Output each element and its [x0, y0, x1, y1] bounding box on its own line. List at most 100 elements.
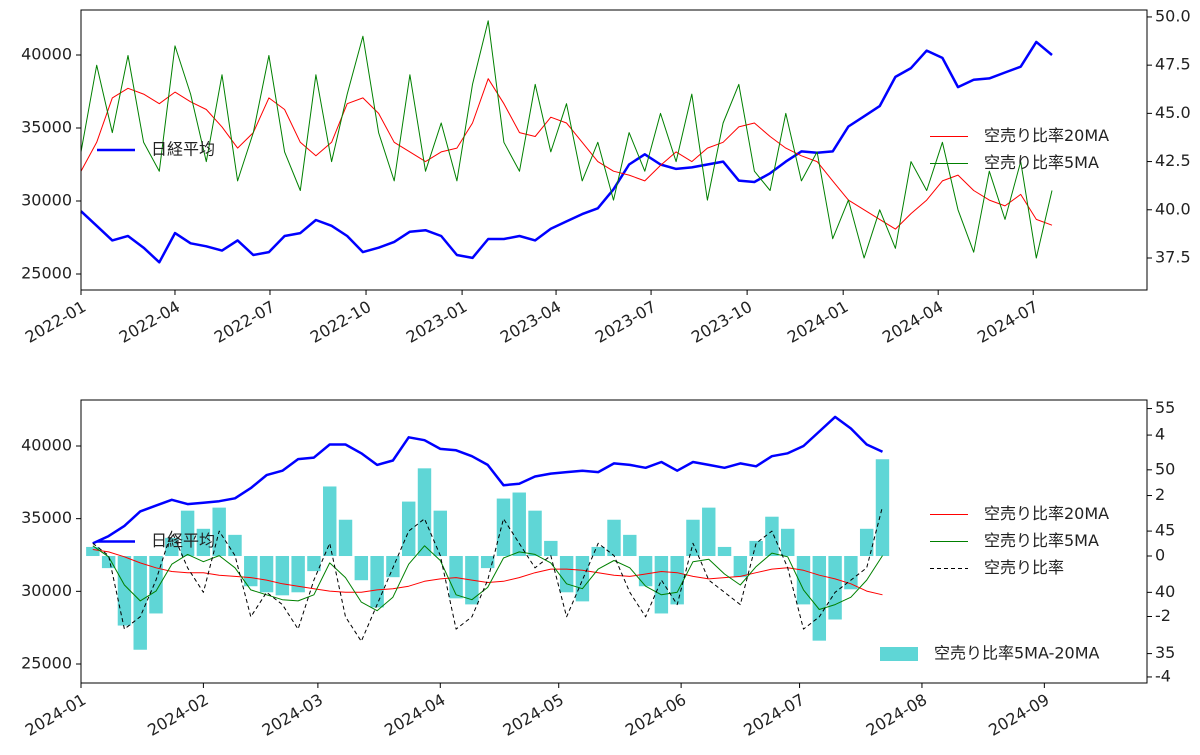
bar [149, 556, 163, 614]
bar [480, 556, 495, 569]
y-tick-label: 40000 [21, 435, 72, 454]
y2-tick-label: 40 [1155, 582, 1175, 601]
bar [228, 534, 242, 557]
legend-label: 空売り比率5MA [984, 531, 1099, 550]
x-tick-label: 2024-03 [259, 690, 326, 740]
bar [180, 510, 195, 557]
x-tick-label: 2024-07 [740, 690, 807, 740]
y2-tick-label: 55 [1155, 398, 1175, 417]
bar [875, 459, 890, 557]
bar [544, 540, 558, 557]
line-series [92, 415, 884, 545]
y-tick-label: 35000 [21, 117, 72, 136]
bar [133, 556, 147, 650]
bar [401, 501, 416, 557]
y2-tick-label: 50 [1155, 459, 1175, 478]
x-tick-label: 2024-08 [863, 690, 930, 740]
line-series [80, 40, 1053, 264]
bar [607, 519, 621, 557]
bar [275, 556, 290, 596]
x-tick-label: 2024-09 [985, 690, 1052, 740]
bar [259, 556, 274, 593]
bar [812, 556, 827, 641]
legend-label: 空売り比率5MA [984, 153, 1099, 172]
y2-tick-label: 35 [1155, 643, 1175, 662]
y-tick-label: 35000 [21, 508, 72, 527]
legend-label: 日経平均 [151, 531, 215, 550]
legend-label: 空売り比率20MA [984, 126, 1109, 145]
bar [859, 528, 874, 557]
legend-label: 空売り比率5MA-20MA [934, 644, 1100, 663]
plot-frame [80, 399, 1148, 684]
legend-label: 日経平均 [151, 140, 215, 159]
bar [670, 556, 684, 605]
bar [749, 540, 763, 557]
x-tick-label: 2022-01 [22, 297, 89, 347]
bar [338, 519, 353, 557]
x-tick-label: 2024-07 [974, 297, 1041, 347]
legend-label: 空売り比率 [984, 558, 1064, 577]
y2-tick-label: 45.0 [1155, 103, 1191, 122]
bar [165, 537, 179, 557]
y2-tick-label: 40.0 [1155, 199, 1191, 218]
y2-tick-label: 50.0 [1155, 6, 1191, 25]
x-tick-label: 2022-10 [307, 297, 374, 347]
x-tick-label: 2024-01 [784, 297, 851, 347]
y-tick-label: 40000 [21, 44, 72, 63]
bar [354, 556, 369, 581]
bar [291, 556, 305, 593]
bar [717, 546, 732, 557]
bar [828, 556, 842, 620]
bar [702, 507, 716, 557]
bar [559, 556, 574, 593]
x-tick-label: 2023-04 [497, 297, 564, 347]
bar [370, 556, 384, 608]
bar [512, 492, 526, 557]
x-tick-label: 2024-06 [622, 690, 689, 740]
bar [575, 556, 590, 602]
x-tick-label: 2024-04 [381, 690, 448, 740]
y2-tick-label: 2 [1155, 485, 1165, 504]
line-series [92, 549, 883, 596]
x-tick-label: 2024-05 [500, 690, 567, 740]
y2-tick-label: 37.5 [1155, 247, 1191, 266]
bar [117, 556, 132, 626]
bar [623, 534, 637, 557]
y-tick-label: 25000 [21, 654, 72, 673]
x-tick-label: 2022-07 [211, 297, 278, 347]
y-tick-label: 25000 [21, 263, 72, 282]
x-tick-label: 2023-10 [688, 297, 755, 347]
bar [686, 519, 700, 557]
y-tick-label: 30000 [21, 581, 72, 600]
y2-tick-label: 0 [1155, 546, 1165, 565]
bar [844, 556, 858, 590]
x-tick-label: 2023-01 [403, 297, 470, 347]
y2-tick-label: 47.5 [1155, 55, 1191, 74]
bar [433, 510, 447, 557]
x-tick-label: 2024-04 [879, 297, 946, 347]
x-tick-label: 2024-01 [22, 690, 89, 740]
y2-tick-label: -2 [1155, 606, 1171, 625]
x-tick-label: 2024-02 [144, 690, 211, 740]
legend-swatch [880, 647, 918, 661]
bar [244, 556, 258, 587]
legend-label: 空売り比率20MA [984, 504, 1109, 523]
line-series [80, 78, 1053, 230]
y2-tick-label: 42.5 [1155, 151, 1191, 170]
bar [781, 528, 795, 557]
plot-frame [80, 9, 1148, 291]
line-series [80, 20, 1053, 259]
x-tick-label: 2023-07 [592, 297, 659, 347]
bar [307, 556, 321, 572]
bar [733, 556, 748, 578]
bar [654, 556, 669, 614]
y2-tick-label: 4 [1155, 425, 1165, 444]
y-tick-label: 30000 [21, 190, 72, 209]
x-tick-label: 2022-04 [116, 297, 183, 347]
bar [638, 556, 653, 587]
bar [417, 468, 432, 557]
bar [86, 546, 100, 557]
bar [591, 546, 605, 557]
bar [765, 516, 779, 557]
